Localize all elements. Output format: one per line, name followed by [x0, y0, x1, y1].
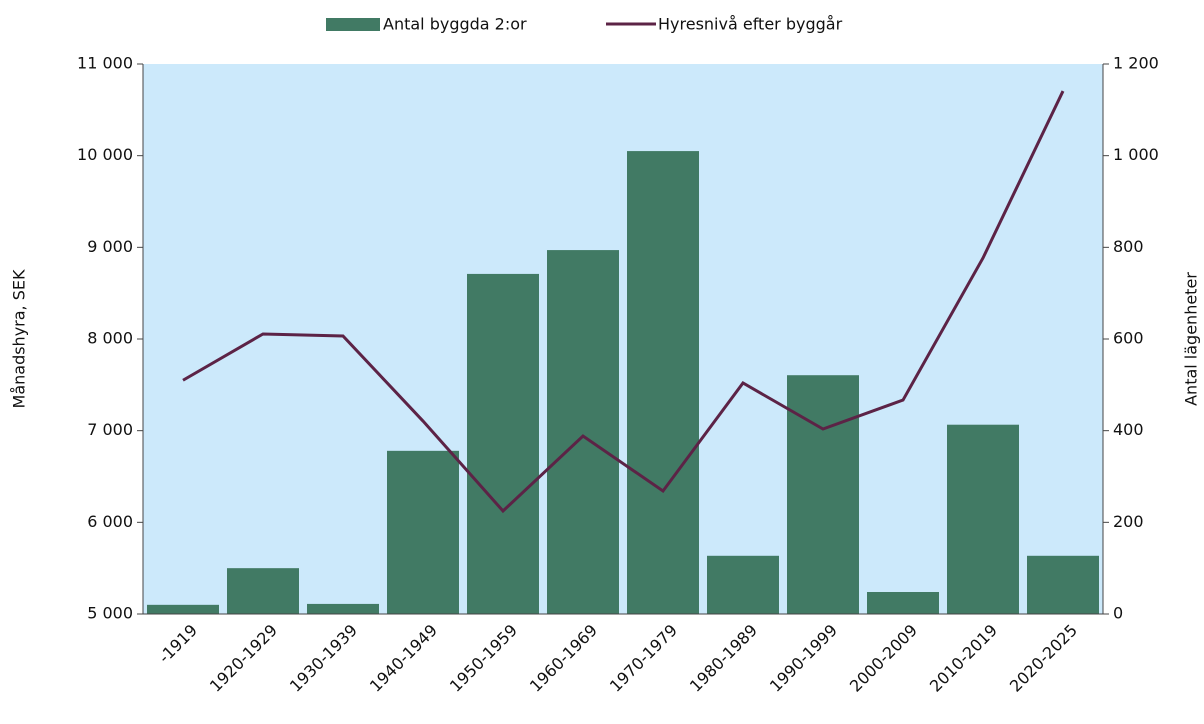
bar — [387, 450, 459, 614]
bar — [707, 555, 779, 614]
y2-axis-label: Antal lägenheter — [1182, 272, 1201, 406]
bar — [787, 375, 859, 614]
x-tick-label: 1930-1939 — [286, 621, 361, 696]
y2-tick-label: 0 — [1113, 604, 1123, 623]
x-tick-label: 1980-1989 — [686, 621, 761, 696]
bar — [947, 424, 1019, 614]
bar — [867, 592, 939, 614]
plot-area — [143, 64, 1103, 614]
legend-swatch — [326, 18, 380, 31]
x-tick-label: 1940-1949 — [366, 621, 441, 696]
x-tick-label: 2000-2009 — [846, 621, 921, 696]
y-tick-label: 9 000 — [87, 237, 133, 256]
x-tick-label: 1950-1959 — [446, 621, 521, 696]
line — [182, 90, 1065, 514]
y-tick-label: 7 000 — [87, 420, 133, 439]
legend-label: Antal byggda 2:or — [383, 15, 527, 34]
legend-label: Hyresnivå efter byggår — [658, 15, 843, 34]
x-tick-label: 1920-1929 — [206, 621, 281, 696]
x-tick-label: 1990-1999 — [766, 621, 841, 696]
y-tick-label: 5 000 — [87, 604, 133, 623]
y-axis-label: Månadshyra, SEK — [10, 269, 29, 408]
y-tick-label: 11 000 — [77, 54, 133, 73]
y2-tick-label: 1 200 — [1113, 54, 1159, 73]
bar — [627, 151, 699, 615]
y-tick-label: 10 000 — [77, 145, 133, 164]
y-tick-label: 8 000 — [87, 329, 133, 348]
bar — [147, 604, 219, 614]
bar — [467, 273, 539, 614]
bar — [1027, 555, 1099, 614]
x-tick-label: 1970-1979 — [606, 621, 681, 696]
y2-tick-label: 600 — [1113, 329, 1144, 348]
x-tick-label: 2020-2025 — [1006, 621, 1081, 696]
y2-tick-label: 400 — [1113, 420, 1144, 439]
bar — [307, 603, 379, 614]
x-tick-label: 2010-2019 — [926, 621, 1001, 696]
y2-tick-label: 1 000 — [1113, 145, 1159, 164]
bar — [547, 250, 619, 615]
y2-tick-label: 200 — [1113, 512, 1144, 531]
bar — [227, 568, 299, 614]
x-tick-label: 1960-1969 — [526, 621, 601, 696]
x-tick-label: -1919 — [155, 621, 201, 667]
y2-tick-label: 800 — [1113, 237, 1144, 256]
y-tick-label: 6 000 — [87, 512, 133, 531]
